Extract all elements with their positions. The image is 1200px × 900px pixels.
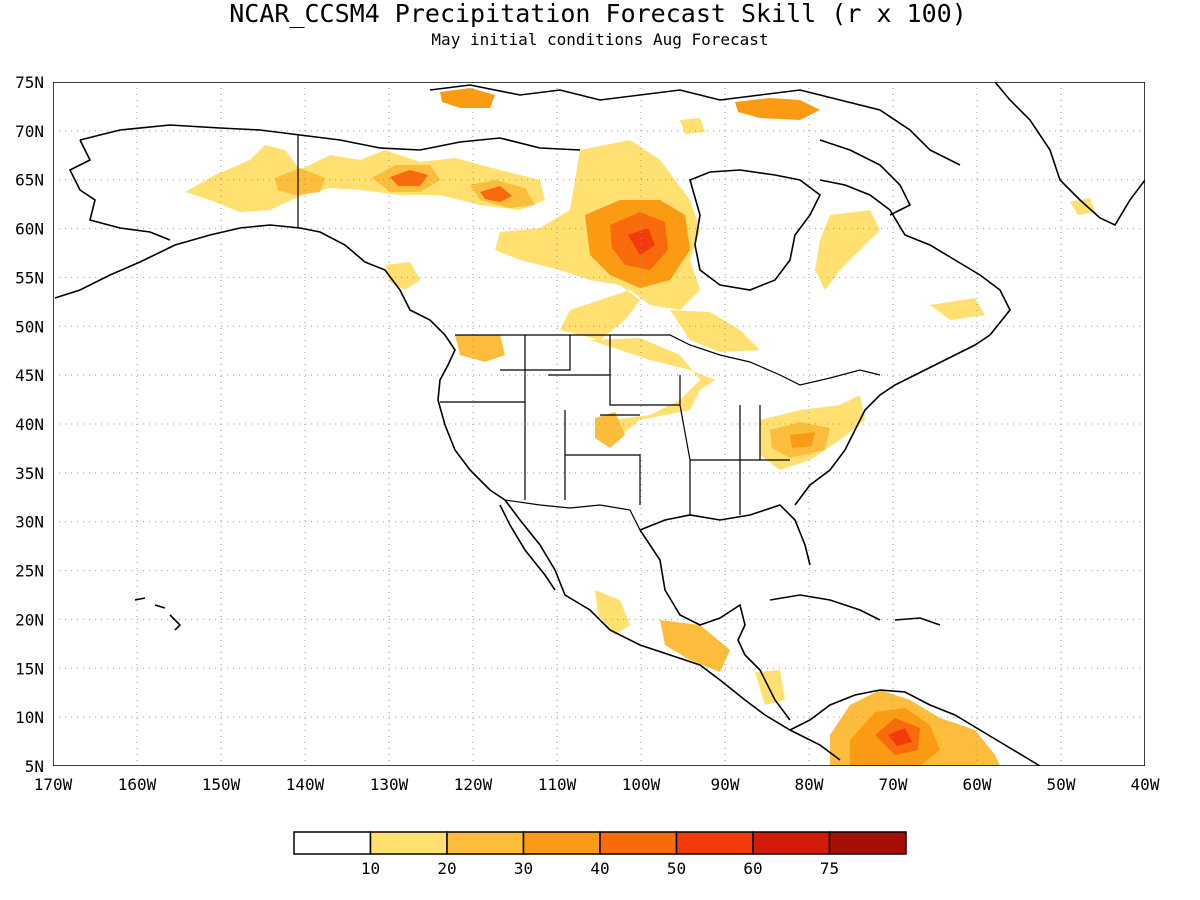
lat-label: 70N — [15, 122, 44, 141]
legend-tick-label: 10 — [361, 859, 380, 878]
coast-greenland — [994, 82, 1145, 227]
political-borders — [297, 135, 881, 531]
lat-label: 65N — [15, 171, 44, 190]
coast-south-america — [789, 689, 1041, 766]
lon-label: 60W — [963, 775, 992, 794]
skill-shading — [185, 88, 1095, 766]
lon-label: 90W — [711, 775, 740, 794]
legend-swatch — [828, 831, 907, 855]
latitude-labels: 75N 70N 65N 60N 55N 50N 45N 40N 35N 30N 25N 20N 15N 1… — [15, 73, 44, 776]
lon-label: 50W — [1047, 775, 1076, 794]
coast-hudson-bay — [689, 169, 822, 291]
lat-label: 20N — [15, 610, 44, 629]
legend-tick-label: 60 — [743, 859, 762, 878]
coast-canada-east — [819, 179, 1011, 336]
skill-area-greenland — [1070, 198, 1095, 215]
lon-label: 70W — [879, 775, 908, 794]
skill-area-yucatan — [660, 620, 730, 672]
lat-label: 45N — [15, 366, 44, 385]
skill-area-arctic-3 — [680, 118, 705, 134]
skill-area-venezuela-peak — [888, 728, 912, 746]
skill-area-prairies — [590, 338, 715, 440]
legend-swatch — [522, 831, 601, 855]
lat-label: 10N — [15, 708, 44, 727]
lon-label: 160W — [118, 775, 157, 794]
lat-label: 60N — [15, 220, 44, 239]
legend-swatch — [599, 831, 678, 855]
lat-label: 40N — [15, 415, 44, 434]
lon-label: 170W — [34, 775, 73, 794]
lon-label: 140W — [286, 775, 325, 794]
lon-label: 80W — [795, 775, 824, 794]
coast-cuba — [769, 594, 881, 621]
lon-label: 120W — [454, 775, 493, 794]
coast-us-east — [794, 334, 991, 506]
coastlines — [54, 82, 1145, 766]
lon-label: 150W — [202, 775, 241, 794]
legend-swatch — [369, 831, 448, 855]
skill-area-wa — [455, 335, 505, 362]
skill-area-arctic-1 — [440, 88, 495, 108]
skill-area-bc-core — [390, 170, 428, 186]
legend-tick-label: 20 — [437, 859, 456, 878]
longitude-labels: 170W 160W 150W 140W 130W 120W 110W 100W 90W 80W 70… — [34, 775, 1160, 794]
skill-area-arctic-2 — [735, 98, 820, 120]
skill-area-ontario — [670, 310, 760, 352]
skill-area-quebec — [815, 210, 880, 290]
coast-gulf-north — [639, 504, 811, 566]
legend-tick-label: 30 — [514, 859, 533, 878]
border-us-canada — [455, 334, 881, 386]
map-title: NCAR_CCSM4 Precipitation Forecast Skill … — [229, 0, 967, 28]
skill-area-colorado — [595, 412, 625, 448]
lat-label: 50N — [15, 317, 44, 336]
legend-swatch — [675, 831, 754, 855]
coast-hawaii — [134, 597, 182, 631]
coast-gulf — [639, 529, 791, 721]
legend-swatch — [293, 831, 372, 855]
lat-label: 25N — [15, 562, 44, 581]
lon-label: 100W — [622, 775, 661, 794]
map-subtitle: May initial conditions Aug Forecast — [431, 30, 768, 49]
skill-area-newfoundland — [930, 298, 985, 320]
skill-area-yukon-mid — [275, 168, 325, 195]
lat-label: 5N — [25, 757, 44, 776]
lat-label: 15N — [15, 659, 44, 678]
skill-area-hudson-peak — [628, 228, 655, 255]
skill-area-nicaragua — [755, 670, 785, 705]
lat-label: 30N — [15, 513, 44, 532]
legend-swatch — [446, 831, 525, 855]
lon-label: 130W — [370, 775, 409, 794]
legend-tick-label: 50 — [667, 859, 686, 878]
border-us-states — [440, 335, 790, 515]
coast-alaska — [54, 224, 506, 501]
legend-tick-label: 75 — [820, 859, 839, 878]
coast-arctic-islands — [429, 84, 961, 166]
color-legend: 10 20 30 40 50 60 75 — [293, 831, 907, 878]
skill-area-mexico — [595, 590, 630, 635]
coast-baja — [499, 504, 556, 591]
map-plot-area — [53, 82, 1145, 766]
coast-alaska-north — [79, 124, 581, 151]
coast-alaska-west — [68, 139, 171, 241]
lat-label: 55N — [15, 268, 44, 287]
coast-mexico-pacific — [504, 499, 841, 761]
coast-hispaniola — [894, 617, 941, 626]
lat-label: 75N — [15, 73, 44, 92]
lat-label: 35N — [15, 464, 44, 483]
legend-tick-label: 40 — [590, 859, 609, 878]
coast-baffin — [819, 139, 912, 216]
skill-area-yukon — [185, 145, 545, 212]
lon-label: 110W — [538, 775, 577, 794]
border-us-mexico — [504, 499, 641, 531]
skill-area-nwt-core — [480, 186, 512, 202]
lon-label: 40W — [1131, 775, 1160, 794]
legend-swatch — [752, 831, 831, 855]
